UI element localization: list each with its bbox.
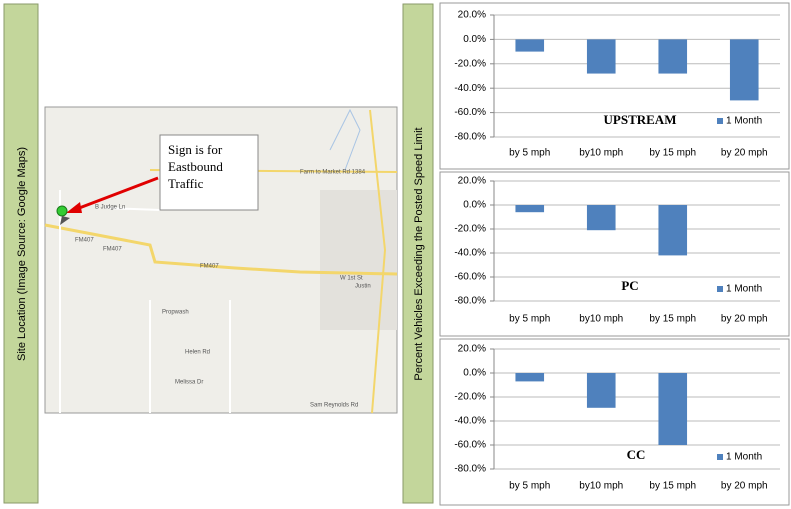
legend-swatch <box>717 286 723 292</box>
y-tick-label: -60.0% <box>454 107 486 118</box>
x-tick-label: by 15 mph <box>649 481 696 492</box>
bar <box>586 39 616 74</box>
map-label: FM407 <box>200 264 219 270</box>
y-tick-label: -60.0% <box>454 272 486 283</box>
x-tick-label: by 15 mph <box>649 148 696 159</box>
y-tick-label: -20.0% <box>454 224 486 235</box>
y-tick-label: -80.0% <box>454 464 486 475</box>
bar <box>515 373 545 382</box>
y-tick-label: 20.0% <box>458 176 486 187</box>
y-tick-label: -20.0% <box>454 58 486 69</box>
bar <box>729 39 759 101</box>
x-tick-label: by10 mph <box>579 314 623 325</box>
map: Farm to Market Rd 1384 FM407 FM407 FM407… <box>44 106 398 414</box>
chart-title: UPSTREAM <box>604 112 677 127</box>
x-tick-label: by 20 mph <box>721 148 768 159</box>
map-label: W 1st St <box>340 276 363 282</box>
annotation: Sign is for <box>168 142 223 157</box>
y-tick-label: 20.0% <box>458 10 486 21</box>
x-tick-label: by 5 mph <box>509 481 550 492</box>
y-axis-label: Percent Vehicles Exceeding the Posted Sp… <box>413 127 425 380</box>
y-tick-label: -80.0% <box>454 132 486 143</box>
annotation: Traffic <box>168 176 204 191</box>
bar <box>658 373 688 445</box>
legend-label: 1 Month <box>726 116 762 127</box>
bar <box>658 205 688 256</box>
map-label: Farm to Market Rd 1384 <box>300 170 366 176</box>
legend-swatch <box>717 118 723 124</box>
map-label: B Judge Ln <box>95 205 125 211</box>
map-label: Propwash <box>162 310 189 316</box>
y-tick-label: -20.0% <box>454 392 486 403</box>
annotation: Eastbound <box>168 159 223 174</box>
map-label: Melissa Dr <box>175 380 203 386</box>
side-panel <box>402 3 434 504</box>
side-panel <box>3 3 39 504</box>
map-label: Helen Rd <box>185 350 210 356</box>
map-pin-shadow <box>60 216 70 225</box>
y-tick-label: 0.0% <box>463 34 486 45</box>
y-tick-label: -40.0% <box>454 248 486 259</box>
map-label: FM407 <box>103 247 122 253</box>
chart-title: CC <box>627 447 646 462</box>
legend-swatch <box>717 454 723 460</box>
y-tick-label: 20.0% <box>458 344 486 355</box>
bar <box>586 205 616 231</box>
map-label: Sam Reynolds Rd <box>310 403 358 409</box>
map-pin <box>56 205 68 217</box>
arrow <box>73 176 159 212</box>
y-tick-label: -40.0% <box>454 83 486 94</box>
x-tick-label: by 20 mph <box>721 314 768 325</box>
y-tick-label: 0.0% <box>463 368 486 379</box>
legend-label: 1 Month <box>726 452 762 463</box>
x-tick-label: by 20 mph <box>721 481 768 492</box>
bar <box>658 39 688 74</box>
map-label: FM407 <box>75 238 94 244</box>
legend-label: 1 Month <box>726 284 762 295</box>
bar <box>515 205 545 213</box>
chart-frame <box>439 338 790 506</box>
x-tick-label: by 5 mph <box>509 148 550 159</box>
chart-frame <box>439 171 790 337</box>
x-tick-label: by10 mph <box>579 148 623 159</box>
bar <box>515 39 545 52</box>
chart-title: PC <box>621 278 638 293</box>
y-tick-label: 0.0% <box>463 200 486 211</box>
map-label: Justin <box>355 284 371 290</box>
x-tick-label: by 15 mph <box>649 314 696 325</box>
y-tick-label: -60.0% <box>454 440 486 451</box>
x-tick-label: by10 mph <box>579 481 623 492</box>
site-label: Site Location (Image Source: Google Maps… <box>16 147 28 361</box>
y-tick-label: -80.0% <box>454 296 486 307</box>
annotation-box <box>159 134 259 211</box>
arrow-head <box>66 202 82 213</box>
x-tick-label: by 5 mph <box>509 314 550 325</box>
bar <box>586 373 616 408</box>
y-tick-label: -40.0% <box>454 416 486 427</box>
